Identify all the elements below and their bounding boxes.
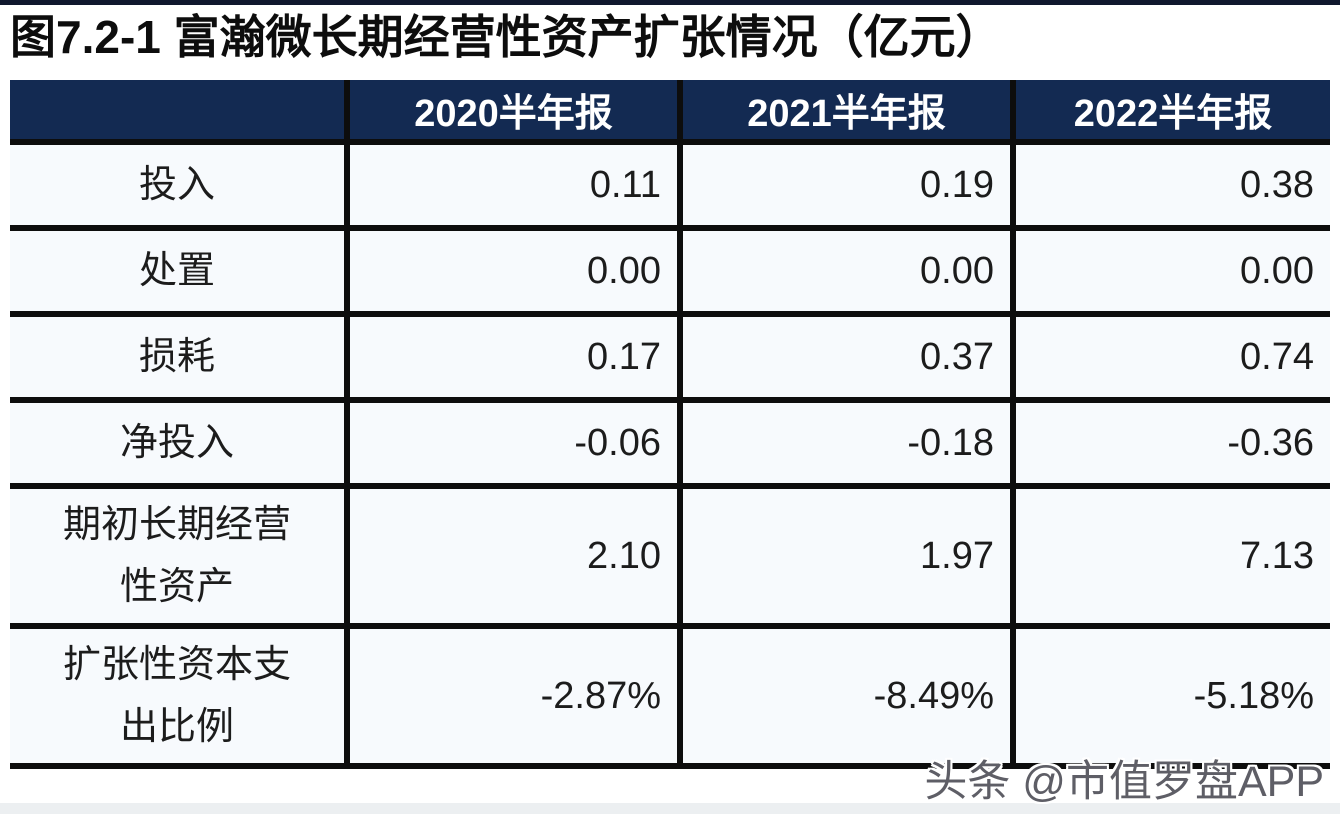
cell-value: -2.87%: [344, 623, 683, 769]
row-label: 扩张性资本支出比例: [10, 623, 350, 769]
cell-value: -0.36: [1010, 397, 1330, 489]
table-row: 处置 0.00 0.00 0.00: [10, 225, 1330, 317]
row-label: 期初长期经营性资产: [10, 483, 350, 629]
cell-value: 0.11: [344, 139, 683, 231]
cell-value: 2.10: [344, 483, 683, 629]
row-label: 损耗: [10, 311, 350, 403]
column-header-2021: 2021半年报: [677, 80, 1016, 145]
cell-value: 7.13: [1010, 483, 1330, 629]
cell-value: -0.06: [344, 397, 683, 489]
column-header-2020: 2020半年报: [344, 80, 683, 145]
watermark: 头条 @市值罗盘APP: [924, 758, 1324, 806]
corner-header-cell: [10, 80, 350, 145]
cell-value: -0.18: [677, 397, 1016, 489]
row-label: 净投入: [10, 397, 350, 489]
data-table: 2020半年报 2021半年报 2022半年报 投入 0.11 0.19 0.3…: [10, 80, 1330, 769]
cell-value: 0.00: [344, 225, 683, 317]
row-label: 处置: [10, 225, 350, 317]
cell-value: -8.49%: [677, 623, 1016, 769]
cell-value: 0.38: [1010, 139, 1330, 231]
cell-value: 0.37: [677, 311, 1016, 403]
table-row: 扩张性资本支出比例 -2.87% -8.49% -5.18%: [10, 623, 1330, 769]
table-row: 净投入 -0.06 -0.18 -0.36: [10, 397, 1330, 489]
cell-value: 1.97: [677, 483, 1016, 629]
row-label: 投入: [10, 139, 350, 231]
header-row: 2020半年报 2021半年报 2022半年报: [10, 80, 1330, 145]
cell-value: 0.17: [344, 311, 683, 403]
top-bar: [0, 0, 1340, 5]
bottom-strip: [0, 803, 1340, 814]
cell-value: -5.18%: [1010, 623, 1330, 769]
cell-value: 0.74: [1010, 311, 1330, 403]
cell-value: 0.19: [677, 139, 1016, 231]
table-row: 期初长期经营性资产 2.10 1.97 7.13: [10, 483, 1330, 629]
column-header-2022: 2022半年报: [1010, 80, 1330, 145]
table-row: 损耗 0.17 0.37 0.74: [10, 311, 1330, 403]
table-row: 投入 0.11 0.19 0.38: [10, 139, 1330, 231]
page-title: 图7.2-1 富瀚微长期经营性资产扩张情况（亿元）: [10, 11, 1002, 63]
cell-value: 0.00: [1010, 225, 1330, 317]
cell-value: 0.00: [677, 225, 1016, 317]
